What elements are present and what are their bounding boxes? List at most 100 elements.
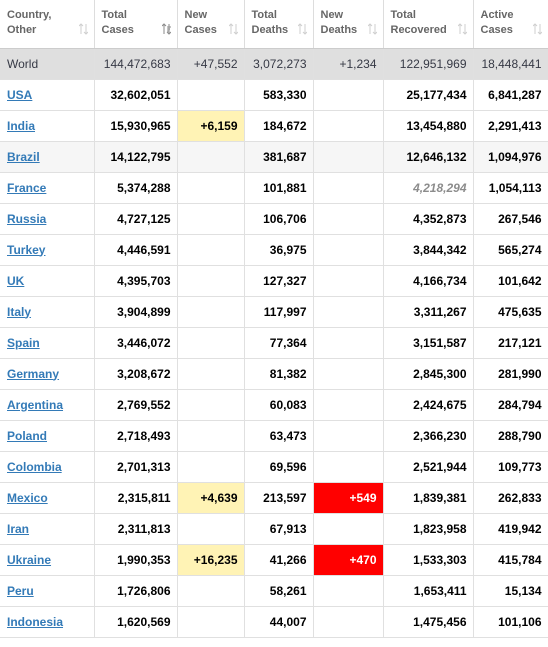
country-link[interactable]: Mexico	[7, 490, 48, 505]
country-link[interactable]: France	[7, 180, 47, 195]
country-cell: Mexico	[0, 482, 95, 514]
sort-arrows-icon[interactable]	[532, 23, 542, 35]
new-cases-cell	[177, 389, 245, 421]
country-cell: Poland	[0, 420, 95, 452]
total-cases-cell: 4,446,591	[94, 234, 178, 266]
new-deaths-cell	[313, 513, 384, 545]
new-cases-cell	[177, 141, 245, 173]
world-total-deaths: 3,072,273	[244, 48, 314, 80]
country-cell: France	[0, 172, 95, 204]
country-cell: Indonesia	[0, 606, 95, 638]
table-row: Poland 2,718,493 63,473 2,366,230 288,790	[0, 420, 548, 452]
new-cases-cell	[177, 358, 245, 390]
new-deaths-cell	[313, 141, 384, 173]
total-cases-cell: 2,311,813	[94, 513, 178, 545]
total-cases-cell: 2,315,811	[94, 482, 178, 514]
active-cases-cell: 1,094,976	[473, 141, 548, 173]
country-link[interactable]: India	[7, 118, 36, 133]
table-row: Peru 1,726,806 58,261 1,653,411 15,134	[0, 575, 548, 607]
total-deaths-cell: 184,672	[244, 110, 314, 142]
total-cases-cell: 3,208,672	[94, 358, 178, 390]
country-link[interactable]: Turkey	[7, 242, 46, 257]
total-deaths-cell: 77,364	[244, 327, 314, 359]
table-row: India 15,930,965 +6,159 184,672 13,454,880 2,…	[0, 110, 548, 142]
new-cases-cell: +6,159	[177, 110, 245, 142]
active-cases-cell: 565,274	[473, 234, 548, 266]
sort-arrows-icon[interactable]	[78, 23, 88, 35]
header-label: New Deaths	[320, 9, 358, 36]
new-deaths-cell	[313, 575, 384, 607]
new-cases-cell	[177, 172, 245, 204]
country-link[interactable]: Poland	[7, 428, 48, 443]
active-cases-cell: 1,054,113	[473, 172, 548, 204]
sort-arrows-icon[interactable]	[457, 23, 467, 35]
world-row: World 144,472,683 +47,552 3,072,273 +1,2…	[0, 48, 548, 80]
header-label: New Cases	[184, 9, 217, 36]
country-link[interactable]: UK	[7, 273, 25, 288]
active-cases-cell: 101,106	[473, 606, 548, 638]
country-cell: Germany	[0, 358, 95, 390]
country-link[interactable]: Indonesia	[7, 614, 64, 629]
total-recovered-cell: 12,646,132	[383, 141, 474, 173]
sort-arrows-icon[interactable]	[228, 23, 238, 35]
new-cases-cell	[177, 296, 245, 328]
header-total-deaths[interactable]: Total Deaths	[244, 0, 314, 49]
country-link[interactable]: Ukraine	[7, 552, 52, 567]
total-cases-cell: 1,726,806	[94, 575, 178, 607]
sort-arrows-icon[interactable]	[367, 23, 377, 35]
table-row: Ukraine 1,990,353 +16,235 41,266 +470 1,533,3…	[0, 544, 548, 576]
header-total-cases[interactable]: Total Cases	[94, 0, 178, 49]
new-cases-cell	[177, 513, 245, 545]
country-cell: USA	[0, 79, 95, 111]
country-link[interactable]: USA	[7, 87, 33, 102]
new-deaths-cell	[313, 172, 384, 204]
new-cases-cell: +16,235	[177, 544, 245, 576]
total-cases-cell: 3,904,899	[94, 296, 178, 328]
country-link[interactable]: Peru	[7, 583, 34, 598]
new-cases-cell	[177, 420, 245, 452]
header-label: Active Cases	[480, 9, 514, 36]
header-total-recovered[interactable]: Total Recovered	[383, 0, 474, 49]
total-deaths-cell: 117,997	[244, 296, 314, 328]
table-row: UK 4,395,703 127,327 4,166,734 101,642	[0, 265, 548, 297]
table-row: France 5,374,288 101,881 4,218,294 1,054,113	[0, 172, 548, 204]
header-new-cases[interactable]: New Cases	[177, 0, 245, 49]
total-cases-cell: 3,446,072	[94, 327, 178, 359]
total-deaths-cell: 583,330	[244, 79, 314, 111]
header-active-cases[interactable]: Active Cases	[473, 0, 548, 49]
table-row: Germany 3,208,672 81,382 2,845,300 281,990	[0, 358, 548, 390]
total-cases-cell: 14,122,795	[94, 141, 178, 173]
new-deaths-cell	[313, 265, 384, 297]
total-recovered-cell: 2,366,230	[383, 420, 474, 452]
sort-desc-icon[interactable]	[161, 23, 171, 35]
country-link[interactable]: Italy	[7, 304, 32, 319]
country-link[interactable]: Iran	[7, 521, 30, 536]
header-country[interactable]: Country, Other	[0, 0, 95, 49]
country-link[interactable]: Spain	[7, 335, 40, 350]
total-deaths-cell: 106,706	[244, 203, 314, 235]
total-deaths-cell: 36,975	[244, 234, 314, 266]
country-link[interactable]: Colombia	[7, 459, 62, 474]
country-link[interactable]: Brazil	[7, 149, 40, 164]
country-cell: Ukraine	[0, 544, 95, 576]
new-cases-cell	[177, 79, 245, 111]
header-new-deaths[interactable]: New Deaths	[313, 0, 384, 49]
total-recovered-cell: 1,823,958	[383, 513, 474, 545]
active-cases-cell: 475,635	[473, 296, 548, 328]
new-cases-cell	[177, 451, 245, 483]
active-cases-cell: 2,291,413	[473, 110, 548, 142]
country-link[interactable]: Russia	[7, 211, 47, 226]
total-deaths-cell: 213,597	[244, 482, 314, 514]
world-new-cases: +47,552	[177, 48, 245, 80]
country-link[interactable]: Germany	[7, 366, 60, 381]
world-name: World	[0, 48, 95, 80]
country-cell: Peru	[0, 575, 95, 607]
table-row: Colombia 2,701,313 69,596 2,521,944 109,773	[0, 451, 548, 483]
header-label: Total Deaths	[251, 9, 289, 36]
new-cases-cell	[177, 606, 245, 638]
table-row: Iran 2,311,813 67,913 1,823,958 419,942	[0, 513, 548, 545]
country-link[interactable]: Argentina	[7, 397, 64, 412]
sort-arrows-icon[interactable]	[297, 23, 307, 35]
header-label: Country, Other	[7, 9, 52, 36]
